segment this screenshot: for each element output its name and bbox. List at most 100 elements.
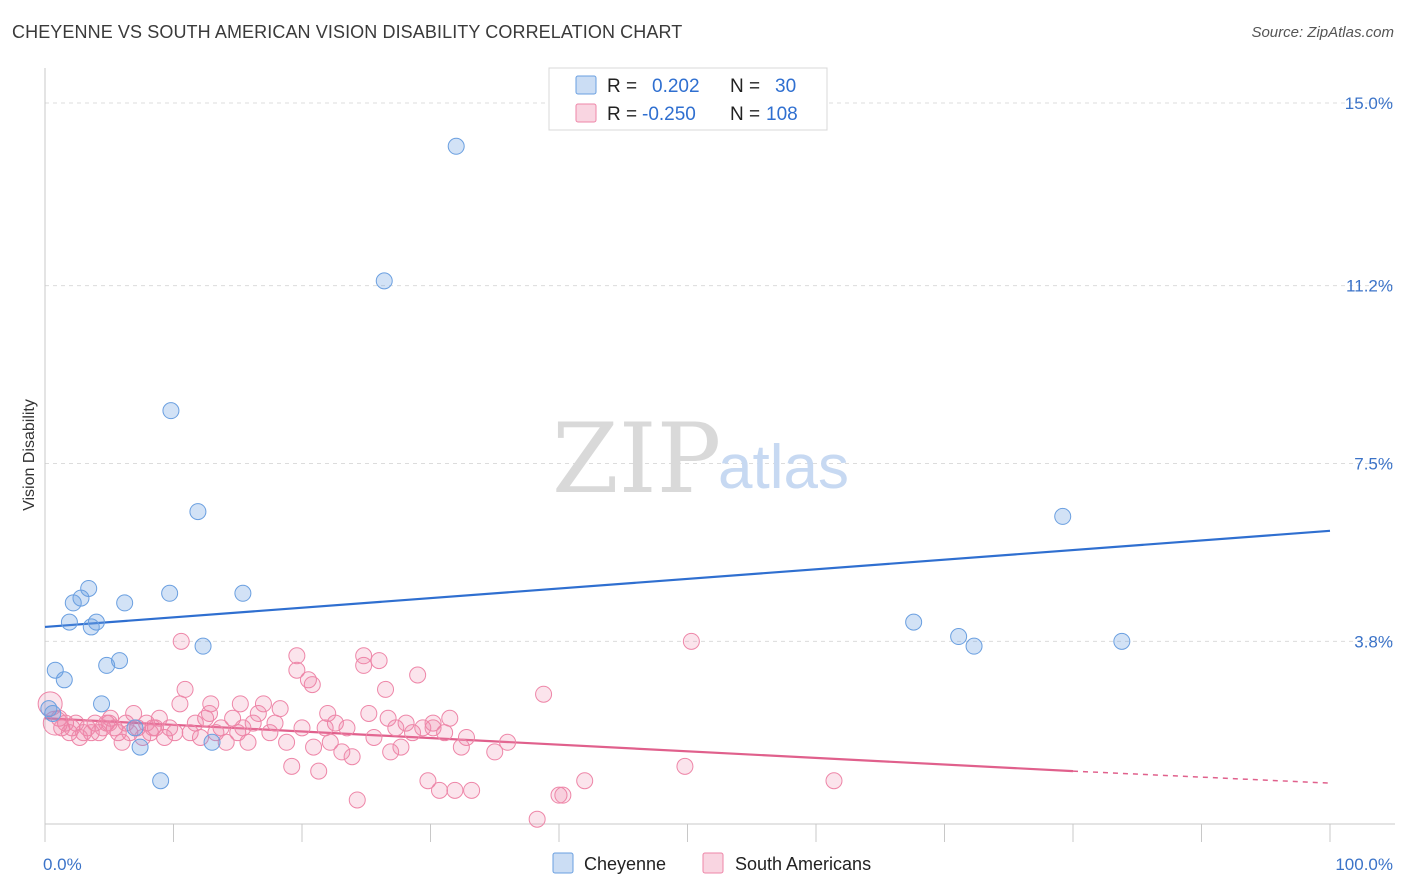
point-south-americans-50 — [266, 714, 284, 732]
point-south-americans-58 — [310, 762, 328, 780]
legend-r-label-south-americans: R = — [607, 104, 637, 125]
bottom-legend-swatch-cheyenne — [552, 852, 574, 874]
point-south-americans-41 — [217, 733, 235, 751]
point-south-americans-33 — [176, 680, 194, 698]
data-points — [37, 137, 1131, 828]
point-south-americans-90 — [535, 685, 553, 703]
point-south-americans-49 — [261, 724, 279, 742]
trend-lines — [44, 529, 1331, 784]
point-cheyenne-3 — [55, 671, 73, 689]
trend-line-south-americans — [44, 717, 1074, 773]
point-south-americans-85 — [457, 728, 475, 746]
point-south-americans-104 — [319, 704, 337, 722]
point-south-americans-79 — [424, 714, 442, 732]
point-south-americans-75 — [404, 724, 422, 742]
axes — [44, 68, 1395, 842]
legend-swatch-cheyenne — [575, 75, 597, 95]
point-cheyenne-23 — [375, 272, 393, 290]
point-south-americans-103 — [200, 704, 218, 722]
point-south-americans-67 — [360, 704, 378, 722]
y-tick-labels: 3.8% 7.5% 11.2% 15.0% — [1345, 94, 1393, 651]
point-south-americans-95 — [676, 757, 694, 775]
bottom-legend-label-south-americans: South Americans — [735, 854, 871, 874]
point-cheyenne-9 — [87, 613, 105, 631]
trend-line-cheyenne — [44, 529, 1331, 629]
point-south-americans-71 — [382, 743, 400, 761]
point-south-americans-5 — [60, 724, 78, 742]
y-axis-label: Vision Disability — [21, 399, 38, 511]
chart-title: CHEYENNE VS SOUTH AMERICAN VISION DISABI… — [12, 22, 683, 42]
point-south-americans-99 — [355, 647, 373, 665]
watermark-zip: ZIP — [552, 403, 721, 515]
point-cheyenne-27 — [965, 637, 983, 655]
gridlines — [45, 102, 1395, 642]
legend-r-value-cheyenne: 0.202 — [652, 76, 700, 97]
point-south-americans-55 — [293, 719, 311, 737]
point-south-americans-46 — [244, 714, 262, 732]
bottom-legend-swatch-south-americans — [702, 852, 724, 874]
point-south-americans-107 — [100, 714, 118, 732]
point-cheyenne-12 — [111, 652, 129, 670]
point-south-americans-53 — [283, 757, 301, 775]
y-tick-label-2: 11.2% — [1346, 277, 1393, 296]
point-cheyenne-18 — [162, 402, 180, 420]
point-south-americans-60 — [321, 733, 339, 751]
x-tick-label-1: 100.0% — [1335, 855, 1393, 874]
point-south-americans-86 — [463, 781, 481, 799]
point-south-americans-74 — [397, 714, 415, 732]
point-south-americans-29 — [156, 728, 174, 746]
bottom-legend: Cheyenne South Americans — [552, 852, 871, 874]
point-cheyenne-28 — [1054, 507, 1072, 525]
point-south-americans-88 — [499, 733, 517, 751]
y-tick-label-3: 15.0% — [1345, 94, 1393, 113]
point-south-americans-70 — [377, 680, 395, 698]
point-south-americans-51 — [271, 700, 289, 718]
point-cheyenne-10 — [93, 695, 111, 713]
point-south-americans-48 — [254, 695, 272, 713]
point-cheyenne-16 — [152, 772, 170, 790]
y-tick-label-0: 3.8% — [1354, 632, 1393, 651]
point-south-americans-101 — [424, 719, 442, 737]
point-south-americans-68 — [365, 728, 383, 746]
legend-n-value-south-americans: 108 — [766, 104, 798, 125]
point-south-americans-47 — [249, 704, 267, 722]
point-cheyenne-4 — [60, 613, 78, 631]
point-south-americans-106 — [144, 719, 162, 737]
bottom-legend-label-cheyenne: Cheyenne — [584, 854, 666, 874]
point-south-americans-0 — [37, 691, 63, 717]
x-tick-labels: 0.0% 100.0% — [43, 855, 1393, 874]
point-south-americans-96 — [825, 772, 843, 790]
point-cheyenne-21 — [203, 733, 221, 751]
point-south-americans-34 — [181, 724, 199, 742]
point-south-americans-65 — [348, 791, 366, 809]
point-south-americans-100 — [303, 676, 321, 694]
legend-n-label-cheyenne: N = — [730, 76, 760, 97]
point-cheyenne-8 — [82, 618, 100, 636]
x-tick-label-0: 0.0% — [43, 855, 82, 874]
point-cheyenne-14 — [126, 719, 144, 737]
point-cheyenne-24 — [447, 137, 465, 155]
y-tick-label-1: 7.5% — [1354, 455, 1393, 474]
point-south-americans-62 — [333, 743, 351, 761]
point-south-americans-63 — [338, 719, 356, 737]
point-south-americans-66 — [355, 656, 373, 674]
watermark-atlas: atlas — [718, 433, 849, 502]
point-south-americans-52 — [278, 733, 296, 751]
point-cheyenne-20 — [194, 637, 212, 655]
point-south-americans-80 — [430, 781, 448, 799]
point-south-americans-89 — [528, 810, 546, 828]
point-cheyenne-17 — [161, 584, 179, 602]
point-south-americans-64 — [343, 748, 361, 766]
legend-n-value-cheyenne: 30 — [775, 76, 796, 97]
legend-r-value-south-americans: -0.250 — [642, 104, 696, 125]
point-south-americans-84 — [452, 738, 470, 756]
point-south-americans-82 — [441, 709, 459, 727]
point-south-americans-73 — [392, 738, 410, 756]
legend: R = 0.202 N = 30 R = -0.250 N = 108 — [548, 67, 828, 131]
point-south-americans-31 — [166, 724, 184, 742]
point-south-americans-32 — [171, 695, 189, 713]
point-south-americans-77 — [414, 719, 432, 737]
point-south-americans-69 — [370, 652, 388, 670]
source-credit: Source: ZipAtlas.com — [1251, 24, 1394, 41]
